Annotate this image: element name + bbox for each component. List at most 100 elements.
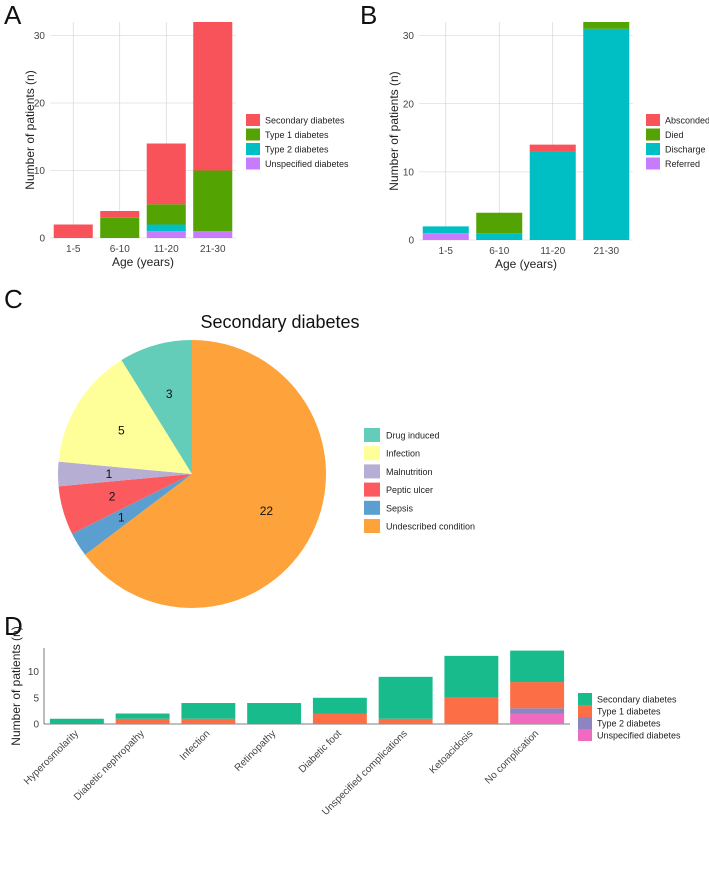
legend-label-undescribed-condition: Undescribed condition: [386, 522, 475, 532]
bar-6-10-type-1-diabetes: [100, 217, 140, 238]
legend-label-secondary-diabetes: Secondary diabetes: [597, 695, 677, 705]
legend-swatch-infection: [364, 446, 380, 461]
panel-label-c: C: [4, 284, 23, 314]
legend-swatch-type-1-diabetes: [578, 705, 592, 717]
bar-11-20-type-1-diabetes: [146, 204, 186, 225]
x-tick-label: 6-10: [489, 246, 509, 257]
y-tick-label: 10: [34, 166, 46, 177]
y-tick-label: 10: [28, 667, 40, 678]
x-tick-label: Hyperosmolarity: [22, 728, 81, 787]
legend-label-died: Died: [665, 130, 684, 140]
legend-swatch-discharge: [646, 143, 660, 155]
pie-slice-malnutrition: [58, 461, 192, 487]
x-tick-label: Infection: [178, 728, 213, 763]
x-tick-label: Retinopathy: [233, 728, 279, 774]
panel-label-d: D: [4, 611, 23, 641]
bar-1-5-referred: [422, 233, 469, 240]
y-tick-label: 0: [39, 234, 45, 245]
pie-slice-drug-induced: [121, 340, 192, 474]
bar-21-30-type-1-diabetes: [193, 170, 233, 232]
bar-retinopathy-secondary-diabetes: [247, 703, 302, 724]
x-axis-title: Age (years): [495, 257, 557, 271]
bar-unspecified-complications-type-1-diabetes: [378, 718, 433, 724]
y-tick-label: 0: [408, 236, 414, 247]
x-tick-label: 1-5: [439, 246, 454, 257]
bar-1-5-secondary-diabetes: [53, 224, 93, 238]
legend-label-sepsis: Sepsis: [386, 503, 414, 513]
legend-label-drug-induced: Drug induced: [386, 431, 440, 441]
x-tick-label: No complication: [483, 728, 541, 786]
legend-label-referred: Referred: [665, 159, 700, 169]
legend-label-peptic-ulcer: Peptic ulcer: [386, 485, 433, 495]
pie-label-sepsis: 1: [118, 511, 125, 525]
legend-label-type-2-diabetes: Type 2 diabetes: [597, 719, 661, 729]
y-axis-title: Number of patients (n): [9, 626, 23, 745]
legend-label-infection: Infection: [386, 449, 420, 459]
x-tick-label: Diabetic nephropathy: [72, 728, 147, 803]
legend-label-unspecified-diabetes: Unspecified diabetes: [265, 159, 349, 169]
bar-ketoacidosis-type-1-diabetes: [444, 697, 499, 724]
bar-11-20-secondary-diabetes: [146, 143, 186, 205]
chart-b: 0 10 20 30 1-5 6-10 11-20 21-30 Age (years) Numbe…: [387, 22, 709, 271]
bar-6-10-died: [476, 212, 523, 234]
y-tick-label: 20: [34, 99, 46, 110]
legend-swatch-unspecified-diabetes: [578, 729, 592, 741]
bar-11-20-type-2-diabetes: [146, 224, 186, 232]
y-axis-title: Number of patients (n): [387, 71, 401, 190]
legend-label-type-1-diabetes: Type 1 diabetes: [597, 707, 661, 717]
legend-swatch-sepsis: [364, 500, 380, 515]
y-tick-label: 20: [403, 99, 415, 110]
bar-21-30-died: [583, 22, 630, 29]
bar-1-5-discharge: [422, 226, 469, 234]
x-tick-label: 11-20: [540, 246, 565, 257]
y-tick-label: 30: [34, 31, 46, 42]
bar-diabetic-nephropathy-type-1-diabetes: [115, 718, 170, 724]
y-tick-label: 30: [403, 31, 415, 42]
pie-slice-sepsis: [72, 474, 192, 555]
legend-label-absconded: Absconded: [665, 116, 709, 126]
pie-slice-infection: [58, 360, 192, 474]
legend-swatch-peptic-ulcer: [364, 482, 380, 497]
legend-label-secondary-diabetes: Secondary diabetes: [265, 116, 345, 126]
pie-label-malnutrition: 1: [106, 467, 113, 481]
bar-6-10-discharge: [476, 233, 523, 240]
legend-label-type-2-diabetes: Type 2 diabetes: [265, 145, 329, 155]
x-tick-label: 21-30: [200, 244, 226, 255]
chart-a: 0 10 20 30 1-5 6-10 11-20 21-30 Age (years) Numbe…: [23, 22, 349, 269]
legend-label-unspecified-diabetes: Unspecified diabetes: [597, 731, 681, 741]
legend-swatch-malnutrition: [364, 464, 380, 479]
bar-hyperosmolarity-secondary-diabetes: [49, 718, 104, 724]
pie-label-undescribed-condition: 22: [260, 504, 274, 518]
pie-label-drug-induced: 3: [166, 387, 173, 401]
legend-swatch-undescribed-condition: [364, 519, 380, 533]
bar-diabetic-foot-type-1-diabetes: [312, 713, 367, 724]
bar-infection-type-1-diabetes: [181, 718, 236, 724]
bar-no-complication-type-1-diabetes: [510, 682, 565, 709]
bar-11-20-discharge: [529, 151, 576, 240]
bar-6-10-secondary-diabetes: [100, 211, 140, 218]
legend-swatch-type-2-diabetes: [578, 717, 592, 729]
legend-swatch-type-2-diabetes: [246, 143, 260, 155]
bar-21-30-unspecified-diabetes: [193, 231, 233, 238]
panel-label-a: A: [4, 0, 22, 30]
legend-swatch-type-1-diabetes: [246, 128, 260, 141]
x-tick-label: Diabetic foot: [297, 728, 344, 775]
bar-no-complication-type-2-diabetes: [510, 708, 565, 714]
legend-swatch-secondary-diabetes: [246, 114, 260, 126]
bar-unspecified-complications-secondary-diabetes: [378, 676, 433, 719]
y-tick-label: 10: [403, 167, 415, 178]
pie-slice-peptic-ulcer: [58, 474, 192, 534]
x-axis-title: Age (years): [112, 255, 174, 269]
x-tick-label: 11-20: [154, 244, 179, 255]
bar-21-30-discharge: [583, 28, 630, 240]
x-tick-label: 1-5: [66, 244, 81, 255]
pie-slice-undescribed-condition: [85, 340, 326, 608]
legend-swatch-drug-induced: [364, 428, 380, 442]
pie-label-infection: 5: [118, 423, 125, 437]
x-tick-label: 21-30: [593, 246, 619, 257]
bar-11-20-unspecified-diabetes: [146, 231, 186, 238]
legend-label-malnutrition: Malnutrition: [386, 467, 433, 477]
